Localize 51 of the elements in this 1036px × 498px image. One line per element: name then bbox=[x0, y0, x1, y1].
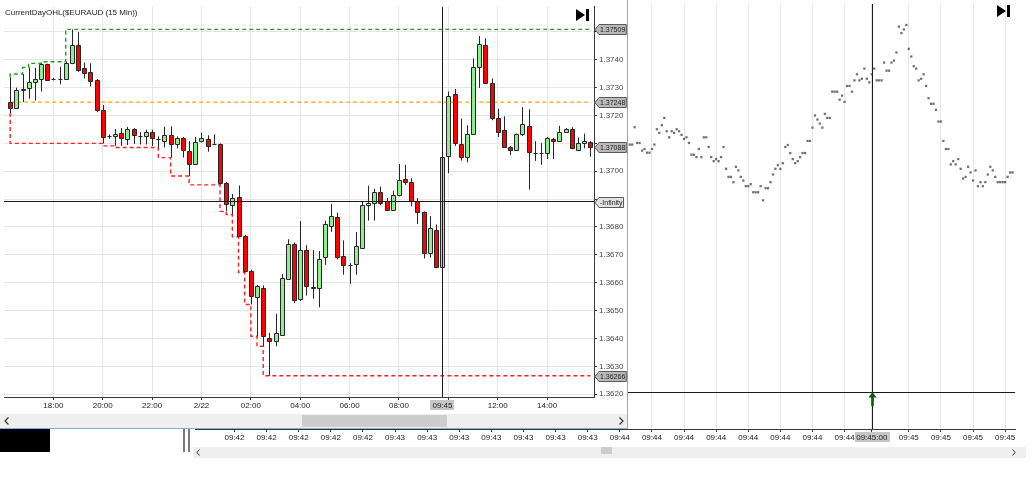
x-tick-label: 09:44 bbox=[802, 433, 824, 442]
x-tick-label: 09:45 bbox=[963, 433, 984, 442]
x-tick-label: 20:00 bbox=[92, 401, 114, 410]
y-tick-label: 1.3730 bbox=[599, 82, 625, 92]
y-tick-label: 1.3630 bbox=[599, 361, 625, 371]
y-tick-label: 1.3620 bbox=[599, 389, 625, 399]
x-tick-label: 2/22 bbox=[193, 401, 210, 410]
candlestick bbox=[267, 332, 272, 377]
candlestick bbox=[348, 262, 353, 285]
x-tick-label: 09:43 bbox=[545, 433, 567, 442]
x-tick-label: 09:44 bbox=[674, 433, 695, 442]
x-tick-label: 09:43 bbox=[577, 433, 599, 442]
x-tick-label: 09:44 bbox=[641, 433, 663, 442]
x-tick-label: 09:44 bbox=[834, 433, 856, 442]
x-tick-label: 09:43 bbox=[449, 433, 470, 442]
x-tick-label: 22:00 bbox=[142, 401, 163, 410]
y-tick-label: 1.3660 bbox=[599, 277, 625, 287]
y-tick-label: 1.3650 bbox=[599, 305, 625, 315]
x-tick-label: 18:00 bbox=[43, 401, 64, 410]
x-tick-label: 09:43 bbox=[481, 433, 502, 442]
y-tick-label: 1.3640 bbox=[599, 333, 625, 343]
y-tick-label: 1.3700 bbox=[599, 166, 625, 176]
candlestick bbox=[21, 73, 26, 103]
x-tick-label: 09:42 bbox=[288, 433, 310, 442]
x-tick-label: 09:43 bbox=[417, 433, 438, 442]
candlestick bbox=[533, 140, 538, 162]
x-tick-label: 09:42 bbox=[224, 433, 246, 442]
x-tick-label: 12:00 bbox=[487, 401, 509, 410]
x-tick-label: 09:45 bbox=[898, 433, 920, 442]
x-tick-label: 09:42 bbox=[352, 433, 374, 442]
x-tick-label: 09:44 bbox=[706, 433, 727, 442]
x-tick-label: 09:45 bbox=[995, 433, 1016, 442]
x-tick-label: 09:45 bbox=[930, 433, 952, 442]
y-tick-label: 1.3680 bbox=[599, 222, 625, 232]
x-tick-label: 09:43 bbox=[385, 433, 406, 442]
x-tick-label: 08:00 bbox=[388, 401, 410, 410]
y-tick-label: 1.3740 bbox=[599, 54, 625, 64]
x-tick-label: 04:00 bbox=[290, 401, 311, 410]
y-tick-label: 1.3720 bbox=[599, 110, 625, 120]
x-tick-label: 09:44 bbox=[738, 433, 759, 442]
x-tick-label: 09:45:00 bbox=[856, 433, 888, 442]
x-tick-label: 09:43 bbox=[513, 433, 535, 442]
x-tick-label: 09:42 bbox=[256, 433, 278, 442]
x-tick-label: 09:44 bbox=[770, 433, 791, 442]
y-tick-label: 1.3670 bbox=[599, 250, 625, 260]
x-tick-label: 02:00 bbox=[240, 401, 262, 410]
x-tick-label: 14:00 bbox=[537, 401, 558, 410]
x-tick-label: 09:42 bbox=[320, 433, 342, 442]
x-tick-label: 06:00 bbox=[339, 401, 361, 410]
x-tick-label: 09:44 bbox=[609, 433, 631, 442]
chart-title: CurrentDayOHL($EURAUD (15 Min)) bbox=[5, 8, 138, 17]
